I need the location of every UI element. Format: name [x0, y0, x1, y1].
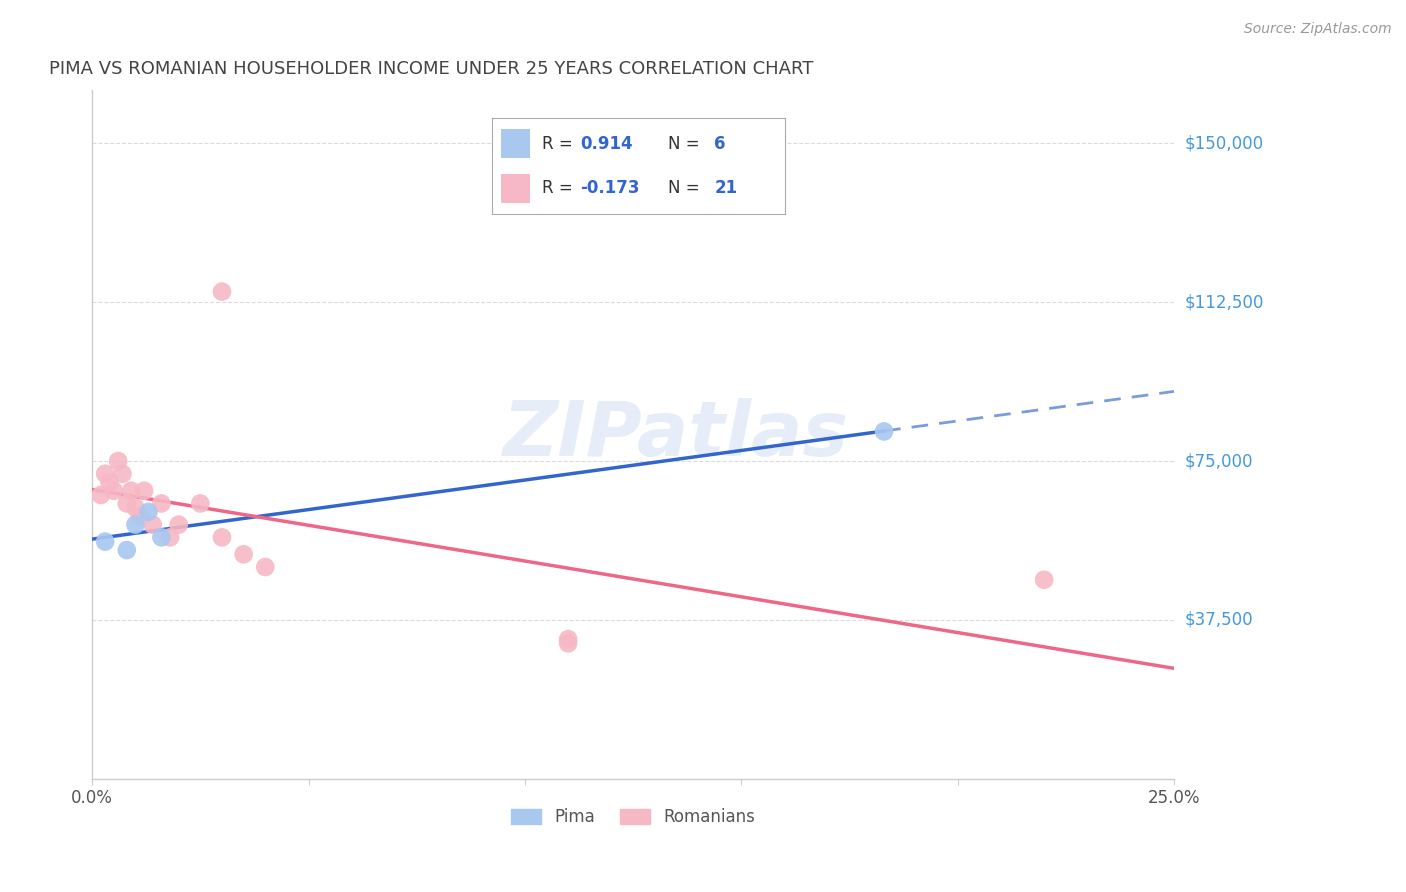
Text: PIMA VS ROMANIAN HOUSEHOLDER INCOME UNDER 25 YEARS CORRELATION CHART: PIMA VS ROMANIAN HOUSEHOLDER INCOME UNDE…	[49, 60, 813, 78]
Point	[128, 509, 150, 524]
Point	[132, 483, 155, 498]
Point	[115, 543, 138, 558]
Point	[98, 475, 121, 490]
Point	[1033, 573, 1056, 587]
Point	[211, 530, 233, 544]
Point	[190, 496, 212, 510]
Text: Source: ZipAtlas.com: Source: ZipAtlas.com	[1244, 22, 1392, 37]
Point	[90, 488, 112, 502]
Point	[254, 560, 277, 574]
Point	[873, 425, 896, 439]
Text: $37,500: $37,500	[1185, 611, 1254, 629]
Point	[111, 467, 134, 481]
Point	[232, 547, 254, 561]
Point	[124, 517, 146, 532]
Point	[94, 534, 117, 549]
Legend: Pima, Romanians: Pima, Romanians	[505, 801, 762, 832]
Point	[557, 636, 579, 650]
Point	[159, 530, 181, 544]
Point	[150, 530, 173, 544]
Text: ZIPatlas: ZIPatlas	[503, 398, 849, 472]
Point	[94, 467, 117, 481]
Point	[150, 496, 173, 510]
Point	[557, 632, 579, 646]
Point	[211, 285, 233, 299]
Point	[107, 454, 129, 468]
Text: $75,000: $75,000	[1185, 452, 1254, 470]
Point	[115, 496, 138, 510]
Point	[103, 483, 125, 498]
Point	[138, 505, 160, 519]
Point	[124, 500, 146, 515]
Point	[120, 483, 142, 498]
Text: $150,000: $150,000	[1185, 134, 1264, 153]
Text: $112,500: $112,500	[1185, 293, 1264, 311]
Point	[167, 517, 190, 532]
Point	[142, 517, 165, 532]
